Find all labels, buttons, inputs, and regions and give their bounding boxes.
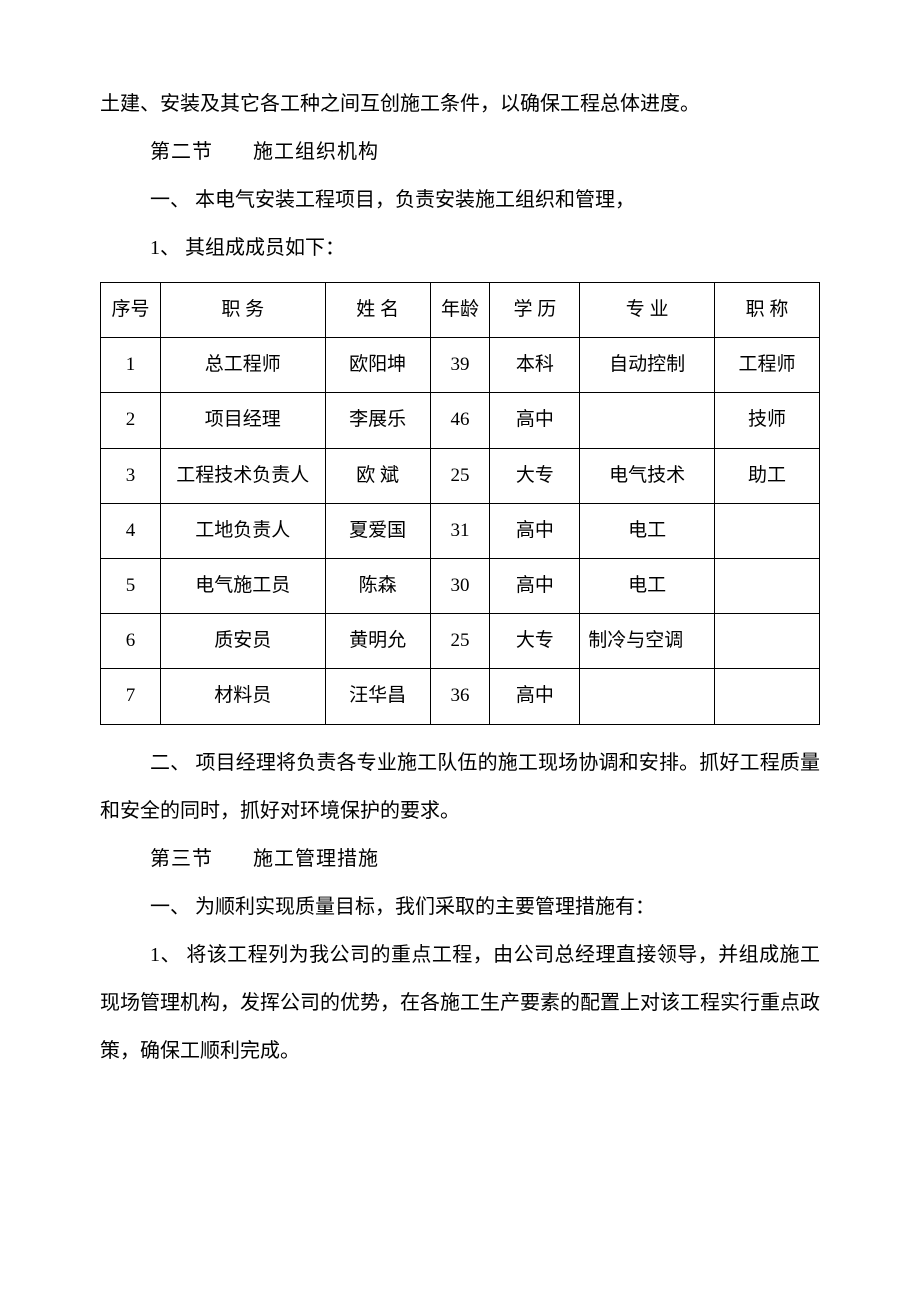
cell-title	[715, 614, 820, 669]
cell-role: 材料员	[160, 669, 325, 724]
col-seq-header: 序号	[101, 283, 161, 338]
section3-title: 施工管理措施	[253, 848, 379, 870]
cell-role: 电气施工员	[160, 558, 325, 613]
table-row: 1 总工程师 欧阳坤 39 本科 自动控制 工程师	[101, 338, 820, 393]
cell-title: 工程师	[715, 338, 820, 393]
col-major-header: 专 业	[580, 283, 715, 338]
col-edu-header: 学 历	[490, 283, 580, 338]
cell-role: 项目经理	[160, 393, 325, 448]
cell-age: 25	[430, 448, 490, 503]
cell-age: 36	[430, 669, 490, 724]
cell-seq: 5	[101, 558, 161, 613]
cell-name: 黄明允	[325, 614, 430, 669]
table-row: 2 项目经理 李展乐 46 高中 技师	[101, 393, 820, 448]
section2-label: 第二节	[150, 141, 213, 163]
cell-seq: 1	[101, 338, 161, 393]
table-header-row: 序号 职 务 姓 名 年龄 学 历 专 业 职 称	[101, 283, 820, 338]
staff-table: 序号 职 务 姓 名 年龄 学 历 专 业 职 称 1 总工程师 欧阳坤 39 …	[100, 282, 820, 725]
cell-edu: 本科	[490, 338, 580, 393]
table-row: 6 质安员 黄明允 25 大专 制冷与空调	[101, 614, 820, 669]
cell-major: 电气技术	[580, 448, 715, 503]
cell-name: 欧阳坤	[325, 338, 430, 393]
cell-edu: 高中	[490, 558, 580, 613]
cell-major	[580, 393, 715, 448]
col-title-header: 职 称	[715, 283, 820, 338]
cell-title	[715, 558, 820, 613]
cell-age: 46	[430, 393, 490, 448]
cell-role: 总工程师	[160, 338, 325, 393]
cell-name: 欧 斌	[325, 448, 430, 503]
cell-name: 汪华昌	[325, 669, 430, 724]
section2-item1: 一、 本电气安装工程项目，负责安装施工组织和管理，	[100, 176, 820, 224]
cell-title: 助工	[715, 448, 820, 503]
cell-edu: 高中	[490, 669, 580, 724]
cell-title	[715, 503, 820, 558]
cell-title	[715, 669, 820, 724]
table-row: 4 工地负责人 夏爱国 31 高中 电工	[101, 503, 820, 558]
section3-heading: 第三节 施工管理措施	[100, 835, 820, 883]
section2-heading: 第二节 施工组织机构	[100, 128, 820, 176]
cell-seq: 4	[101, 503, 161, 558]
table-row: 5 电气施工员 陈森 30 高中 电工	[101, 558, 820, 613]
cell-age: 39	[430, 338, 490, 393]
cell-role: 工程技术负责人	[160, 448, 325, 503]
col-age-header: 年龄	[430, 283, 490, 338]
cell-edu: 高中	[490, 393, 580, 448]
cell-age: 25	[430, 614, 490, 669]
col-name-header: 姓 名	[325, 283, 430, 338]
cell-name: 陈森	[325, 558, 430, 613]
cell-edu: 大专	[490, 448, 580, 503]
cell-title: 技师	[715, 393, 820, 448]
cell-role: 工地负责人	[160, 503, 325, 558]
section3-item1: 一、 为顺利实现质量目标，我们采取的主要管理措施有：	[100, 883, 820, 931]
section3-item1-1: 1、 将该工程列为我公司的重点工程，由公司总经理直接领导，并组成施工现场管理机构…	[100, 931, 820, 1075]
cell-role: 质安员	[160, 614, 325, 669]
cell-edu: 大专	[490, 614, 580, 669]
cell-age: 30	[430, 558, 490, 613]
cell-edu: 高中	[490, 503, 580, 558]
cell-age: 31	[430, 503, 490, 558]
cell-name: 李展乐	[325, 393, 430, 448]
col-role-header: 职 务	[160, 283, 325, 338]
cell-major: 电工	[580, 558, 715, 613]
cell-major	[580, 669, 715, 724]
table-row: 3 工程技术负责人 欧 斌 25 大专 电气技术 助工	[101, 448, 820, 503]
section2-item1-1: 1、 其组成成员如下：	[100, 224, 820, 272]
cell-major: 自动控制	[580, 338, 715, 393]
section2-title: 施工组织机构	[253, 141, 379, 163]
cell-seq: 6	[101, 614, 161, 669]
cell-major: 制冷与空调	[580, 614, 715, 669]
section3-label: 第三节	[150, 848, 213, 870]
document-page: 土建、安装及其它各工种之间互创施工条件，以确保工程总体进度。 第二节 施工组织机构…	[0, 0, 920, 1135]
cell-seq: 7	[101, 669, 161, 724]
cell-seq: 3	[101, 448, 161, 503]
section2-item2: 二、 项目经理将负责各专业施工队伍的施工现场协调和安排。抓好工程质量和安全的同时…	[100, 739, 820, 835]
table-row: 7 材料员 汪华昌 36 高中	[101, 669, 820, 724]
cell-seq: 2	[101, 393, 161, 448]
intro-paragraph: 土建、安装及其它各工种之间互创施工条件，以确保工程总体进度。	[100, 80, 820, 128]
cell-major: 电工	[580, 503, 715, 558]
cell-name: 夏爱国	[325, 503, 430, 558]
